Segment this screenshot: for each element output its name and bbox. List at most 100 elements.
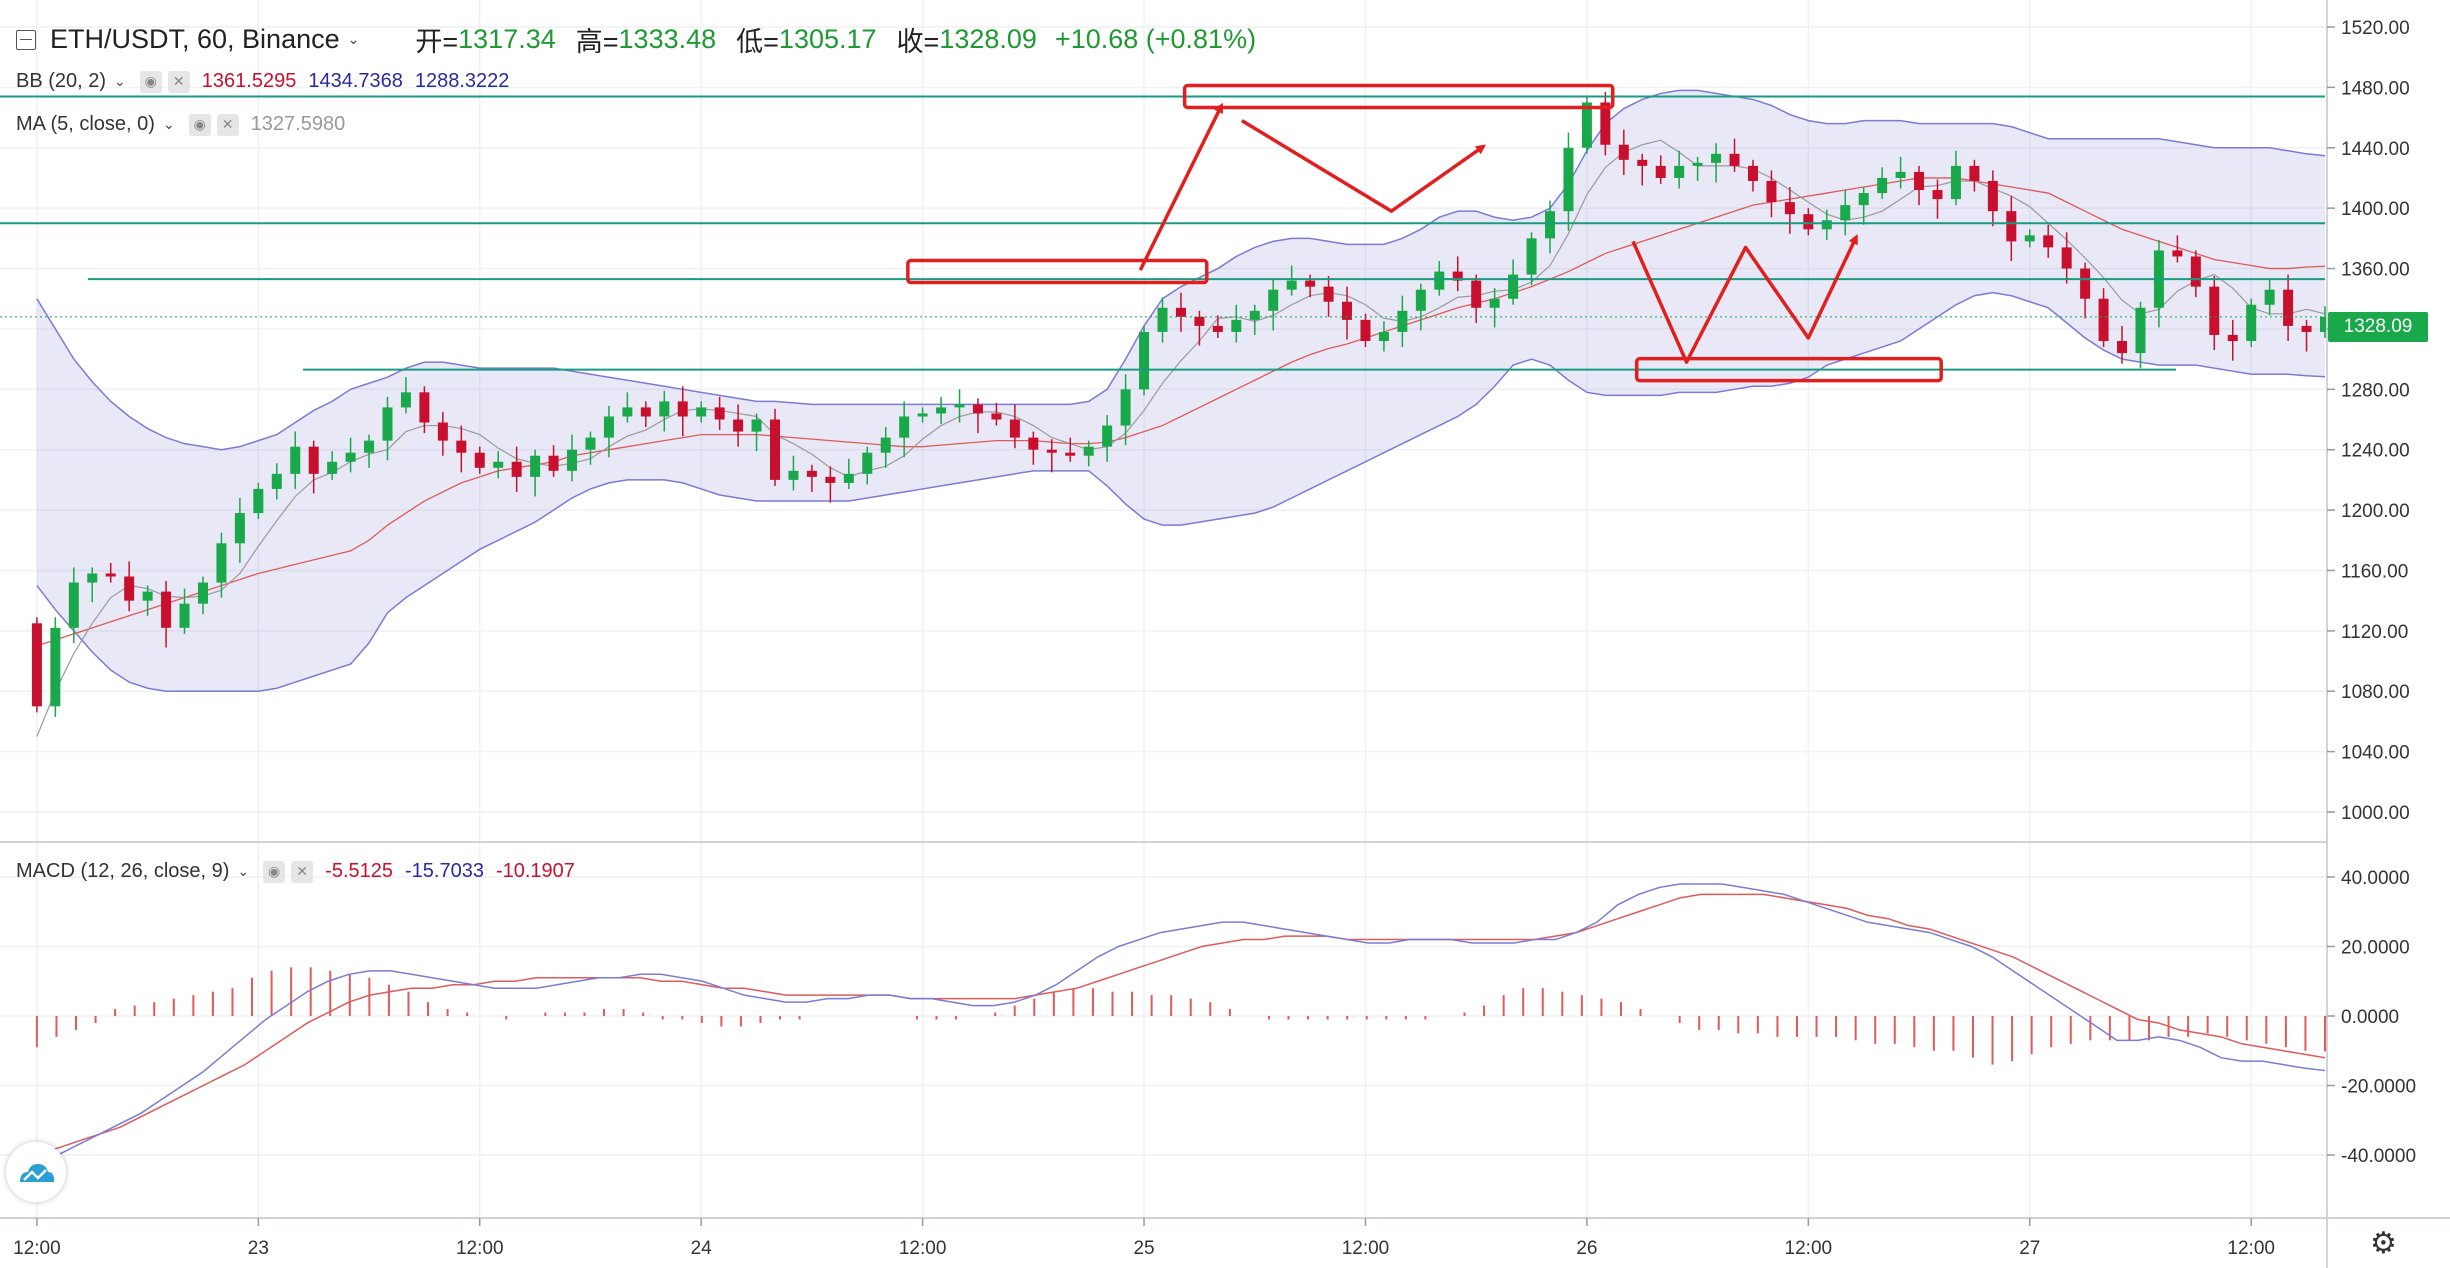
candle-body — [364, 440, 375, 453]
gear-icon[interactable]: ⚙ — [2370, 1227, 2397, 1260]
candle-body — [1747, 165, 1758, 181]
candle-body — [1102, 425, 1113, 447]
candle — [1729, 138, 1740, 172]
candle-body — [1471, 280, 1482, 308]
hist-value: -10.1907 — [495, 860, 575, 882]
candle — [1342, 286, 1353, 340]
close-icon[interactable]: ✕ — [167, 70, 190, 93]
ma-label[interactable]: MA (5, close, 0) — [16, 113, 155, 135]
time-tick-label: 12:00 — [2227, 1238, 2275, 1259]
chevron-down-icon[interactable]: ⌄ — [237, 863, 250, 879]
candle-body — [1600, 102, 1611, 145]
candle-body — [806, 470, 817, 477]
candle-body — [1434, 271, 1445, 290]
candle — [1489, 288, 1500, 328]
candle — [1711, 143, 1722, 183]
candle-body — [1692, 162, 1703, 166]
candle-body — [1046, 449, 1057, 453]
close-icon[interactable]: ✕ — [216, 113, 239, 136]
time-tick-label: 26 — [1576, 1238, 1597, 1259]
low-label: 低= — [736, 27, 779, 57]
candle-body — [530, 455, 541, 477]
candle-body — [1360, 319, 1371, 341]
candle-body — [1157, 307, 1168, 332]
candle — [2172, 235, 2183, 263]
candle — [2283, 274, 2294, 341]
bb-upper-line — [36, 89, 2326, 451]
candle — [1877, 167, 1888, 200]
candle-body — [659, 401, 670, 417]
candle — [1120, 374, 1131, 446]
trend-arrow-w — [1631, 234, 1858, 364]
chevron-down-icon[interactable]: ⌄ — [347, 31, 360, 47]
eye-icon[interactable]: ◉ — [188, 113, 211, 136]
symbol-label[interactable]: ETH/USDT, 60, Binance — [50, 24, 340, 54]
macd-label[interactable]: MACD (12, 26, close, 9) — [16, 860, 230, 882]
symbol-header[interactable]: ETH/USDT, 60, Binance ⌄ 开= 1317.34 高= 1333… — [16, 20, 1256, 59]
candle — [345, 437, 356, 473]
bb-label[interactable]: BB (20, 2) — [16, 70, 107, 92]
candle — [1821, 209, 1832, 240]
candle — [954, 389, 965, 423]
candle-body — [1969, 165, 1980, 181]
candle-body — [954, 404, 965, 408]
candle-body — [1028, 437, 1039, 450]
chevron-down-icon[interactable]: ⌄ — [162, 116, 175, 132]
candle — [1231, 304, 1242, 343]
candle-body — [1286, 280, 1297, 290]
candle-body — [1378, 331, 1389, 341]
candle — [1674, 150, 1685, 189]
candle — [2043, 224, 2054, 258]
candle — [105, 562, 116, 583]
bb-legend[interactable]: BB (20, 2) ⌄ ◉ ✕ 1361.5295 1434.7368 128… — [16, 70, 509, 93]
candle — [2135, 301, 2146, 369]
bb-lower-line — [36, 291, 2326, 692]
candle — [234, 498, 245, 563]
candle — [87, 567, 98, 603]
open-value: 1317.34 — [458, 24, 556, 54]
candle-body — [493, 461, 504, 468]
candle-body — [1803, 214, 1814, 230]
candle-body — [770, 419, 780, 480]
eye-icon[interactable]: ◉ — [139, 70, 162, 93]
eye-icon[interactable]: ◉ — [263, 860, 286, 883]
trend-arrow-zigzag — [1240, 119, 1487, 213]
price-tick-label: 1240.00 — [2341, 441, 2410, 462]
candle — [1784, 187, 1795, 234]
candle-body — [1323, 286, 1334, 302]
time-tick-label: 12:00 — [1342, 1238, 1390, 1259]
price-tick-label: 1440.00 — [2341, 139, 2410, 160]
candle-body — [1452, 271, 1463, 281]
candle — [290, 431, 301, 489]
chevron-down-icon[interactable]: ⌄ — [114, 73, 126, 89]
grid — [0, 0, 2325, 1218]
candle-body — [105, 573, 116, 577]
candle — [530, 449, 541, 497]
brand-logo-icon[interactable] — [6, 1142, 66, 1202]
price-tick-label: 1360.00 — [2341, 260, 2410, 281]
candle — [474, 446, 485, 474]
candle — [1618, 129, 1629, 175]
candle-body — [862, 452, 873, 474]
candle-body — [1618, 144, 1629, 160]
candle — [364, 434, 375, 468]
close-icon[interactable]: ✕ — [291, 860, 314, 883]
collapse-icon[interactable] — [16, 29, 36, 50]
support-box — [1634, 356, 1943, 383]
price-tick-label: 1040.00 — [2341, 743, 2410, 764]
candle — [456, 425, 467, 473]
candle-body — [843, 473, 854, 483]
macd-tick-label: 40.0000 — [2341, 868, 2410, 889]
candle — [50, 617, 61, 717]
candle-body — [1249, 310, 1260, 320]
candle-body — [161, 591, 172, 628]
resistance-box — [1182, 83, 1615, 110]
macd-legend[interactable]: MACD (12, 26, close, 9) ⌄ ◉ ✕ -5.5125 -1… — [16, 860, 575, 883]
ma-legend[interactable]: MA (5, close, 0) ⌄ ◉ ✕ 1327.5980 — [16, 113, 345, 136]
candles — [31, 91, 2330, 717]
candle-body — [31, 623, 42, 707]
bb-band-fill — [36, 90, 2325, 692]
candle — [197, 576, 208, 615]
candle-body — [2024, 235, 2035, 242]
